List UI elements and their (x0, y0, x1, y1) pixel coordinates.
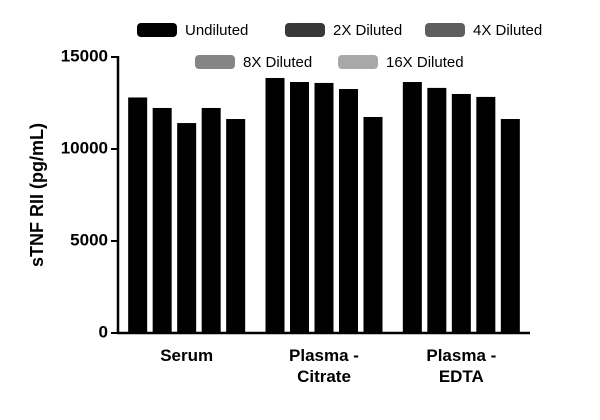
legend-swatch (425, 23, 465, 37)
x-tick-label: Serum (160, 346, 214, 365)
y-tick-label: 5000 (70, 230, 108, 249)
bar (177, 123, 197, 333)
legend-swatch (137, 23, 177, 37)
bar (363, 116, 383, 333)
bar (314, 82, 334, 333)
bar (500, 119, 520, 334)
bar (201, 107, 221, 333)
bar (427, 87, 447, 333)
x-tick-label: Plasma - EDTA (426, 346, 497, 386)
y-tick-label: 10000 (61, 138, 108, 157)
bar (451, 93, 471, 333)
y-tick-label: 0 (99, 322, 108, 341)
bar (402, 82, 422, 333)
x-tick-label: Plasma - Citrate (289, 346, 359, 386)
legend-swatch (195, 55, 235, 69)
legend-swatch (338, 55, 378, 69)
bar (226, 119, 246, 334)
bar (265, 77, 285, 333)
legend-label: 4X Diluted (473, 22, 542, 39)
bar (128, 97, 148, 333)
legend-label: 16X Diluted (386, 54, 464, 71)
y-tick-label: 15000 (61, 46, 108, 65)
legend-swatch (285, 23, 325, 37)
legend-label: Undiluted (185, 22, 248, 39)
legend-label: 8X Diluted (243, 54, 312, 71)
y-axis-title: sTNF RII (pg/mL) (27, 123, 47, 267)
legend-label: 2X Diluted (333, 22, 402, 39)
bar (152, 107, 172, 333)
bar (476, 96, 496, 333)
bar (339, 89, 358, 334)
bar (290, 82, 309, 333)
